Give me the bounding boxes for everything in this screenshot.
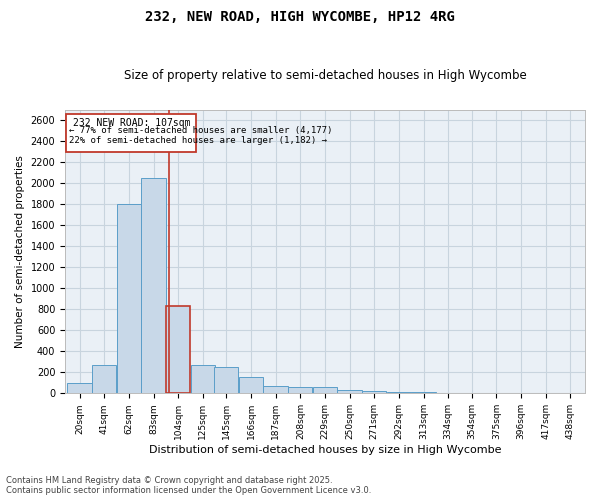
Bar <box>67 383 92 394</box>
Text: ← 77% of semi-detached houses are smaller (4,177): ← 77% of semi-detached houses are smalle… <box>68 126 332 135</box>
Bar <box>116 204 141 394</box>
Bar <box>191 365 215 394</box>
Text: 232 NEW ROAD: 107sqm: 232 NEW ROAD: 107sqm <box>73 118 190 128</box>
Bar <box>166 306 190 394</box>
Bar <box>92 365 116 394</box>
Bar <box>214 367 238 394</box>
Bar <box>436 392 460 394</box>
Bar <box>288 387 313 394</box>
Bar <box>460 393 484 394</box>
Bar <box>263 386 287 394</box>
Title: Size of property relative to semi-detached houses in High Wycombe: Size of property relative to semi-detach… <box>124 69 526 82</box>
Bar <box>362 391 386 394</box>
Bar <box>386 392 411 394</box>
Text: 232, NEW ROAD, HIGH WYCOMBE, HP12 4RG: 232, NEW ROAD, HIGH WYCOMBE, HP12 4RG <box>145 10 455 24</box>
X-axis label: Distribution of semi-detached houses by size in High Wycombe: Distribution of semi-detached houses by … <box>149 445 501 455</box>
Bar <box>337 390 362 394</box>
Text: 22% of semi-detached houses are larger (1,182) →: 22% of semi-detached houses are larger (… <box>68 136 326 145</box>
Text: Contains HM Land Registry data © Crown copyright and database right 2025.
Contai: Contains HM Land Registry data © Crown c… <box>6 476 371 495</box>
FancyBboxPatch shape <box>66 114 196 152</box>
Bar <box>142 178 166 394</box>
Bar <box>313 387 337 394</box>
Y-axis label: Number of semi-detached properties: Number of semi-detached properties <box>15 155 25 348</box>
Bar <box>411 392 436 394</box>
Bar <box>239 376 263 394</box>
